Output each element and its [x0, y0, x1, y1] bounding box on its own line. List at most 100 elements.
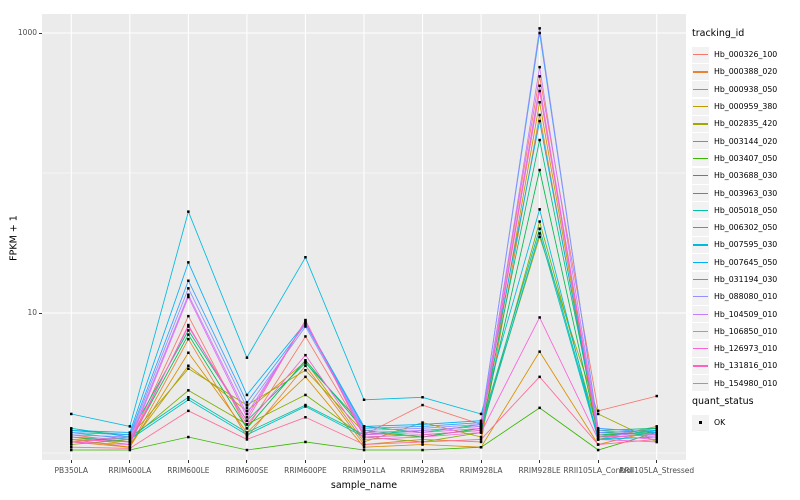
line-key	[692, 306, 709, 323]
data-point	[128, 431, 132, 434]
data-point	[128, 448, 132, 452]
data-point	[245, 406, 249, 410]
x-axis-title: sample_name	[330, 480, 398, 491]
line-key	[692, 133, 709, 150]
key-line-icon	[693, 71, 708, 73]
data-point	[655, 427, 658, 430]
line-key	[692, 167, 709, 184]
data-point	[304, 405, 307, 408]
data-point	[187, 333, 190, 336]
data-point	[538, 227, 541, 230]
data-point	[538, 168, 541, 172]
x-tick-label: RRIM928BA	[400, 466, 445, 475]
data-point	[70, 431, 73, 434]
line-key	[692, 98, 709, 115]
data-point	[304, 416, 307, 419]
data-point	[421, 431, 424, 434]
y-tick-label: 10	[27, 308, 37, 317]
data-point	[596, 409, 600, 413]
legend-entry-label: Hb_000938_050	[714, 84, 778, 94]
data-point	[128, 425, 132, 428]
data-point	[304, 335, 307, 338]
data-point	[187, 295, 190, 299]
data-point	[538, 138, 541, 142]
legend-entry: Hb_007645_050	[692, 254, 800, 271]
x-tick-mark	[129, 460, 131, 463]
data-point	[245, 416, 249, 419]
x-tick-label: RRIM928LA	[459, 466, 503, 475]
x-tick-mark	[480, 460, 482, 463]
data-point	[596, 427, 600, 430]
data-point	[187, 389, 190, 392]
legend-entry-label: Hb_031194_030	[714, 275, 778, 284]
data-point	[421, 425, 424, 428]
data-point	[245, 427, 249, 430]
legend-entry-label: Hb_003144_020	[714, 136, 778, 146]
y-tick-mark	[39, 33, 42, 34]
data-point	[655, 431, 658, 434]
data-point	[655, 394, 658, 398]
key-line-icon	[693, 140, 708, 142]
data-point	[421, 443, 424, 446]
x-tick-mark	[304, 460, 306, 463]
legend-entry: Hb_131816_010	[692, 357, 800, 374]
data-point	[479, 427, 483, 430]
line-key	[692, 81, 709, 98]
legend-entry: Hb_126973_010	[692, 340, 800, 357]
line-key	[692, 185, 709, 202]
x-tick-mark	[422, 460, 424, 463]
data-point	[304, 318, 307, 322]
data-point	[304, 320, 307, 324]
x-tick-label: RRIM600LE	[167, 466, 210, 475]
data-point	[421, 448, 424, 452]
legend-entry: Hb_154980_010	[692, 375, 800, 392]
data-point	[596, 412, 600, 416]
legend-entry-label: Hb_003688_030	[714, 171, 778, 181]
data-point	[128, 438, 132, 441]
data-point	[245, 412, 249, 416]
data-point	[304, 361, 307, 365]
data-point	[304, 369, 307, 372]
data-point	[187, 314, 190, 318]
legend-title: quant_status	[692, 396, 754, 407]
x-tick-mark	[539, 460, 541, 463]
data-point	[245, 438, 249, 441]
data-point	[538, 84, 541, 87]
legend-entry-label: Hb_003963_030	[714, 188, 778, 198]
key-line-icon	[693, 348, 708, 350]
legend-entry-label: Hb_131816_010	[714, 361, 778, 371]
key-line-icon	[693, 123, 708, 125]
x-tick-mark	[363, 460, 365, 463]
data-point	[304, 364, 307, 367]
data-point	[304, 359, 307, 362]
x-tick-mark	[597, 460, 599, 463]
data-point	[538, 220, 541, 223]
data-point	[128, 435, 132, 439]
legend-entry: Hb_104509_010	[692, 305, 800, 323]
data-point	[187, 435, 190, 439]
data-point	[362, 448, 366, 452]
line-key	[692, 271, 709, 288]
x-tick-label: RRII105LA_Stressed	[619, 466, 695, 475]
data-point	[538, 101, 541, 104]
legend-entry: Hb_007595_030	[692, 236, 800, 253]
data-point	[304, 375, 307, 379]
key-line-icon	[693, 330, 708, 333]
key-line-icon	[693, 365, 708, 367]
key-line-icon	[693, 175, 708, 177]
line-key	[692, 63, 709, 80]
legend-entry-label: Hb_088080_010	[714, 292, 778, 302]
data-point	[655, 429, 658, 432]
tracking-id-legend: tracking_id Hb_000326_100 Hb_000388_020 Hb…	[692, 28, 800, 392]
data-point	[538, 89, 541, 93]
data-point	[538, 232, 541, 235]
data-point	[479, 438, 483, 441]
data-point	[245, 431, 249, 434]
data-point	[304, 403, 307, 407]
data-point	[128, 433, 132, 436]
legend-entry: Hb_000938_050	[692, 81, 800, 98]
data-point	[596, 448, 600, 452]
data-point	[245, 448, 249, 452]
data-point	[70, 435, 73, 439]
